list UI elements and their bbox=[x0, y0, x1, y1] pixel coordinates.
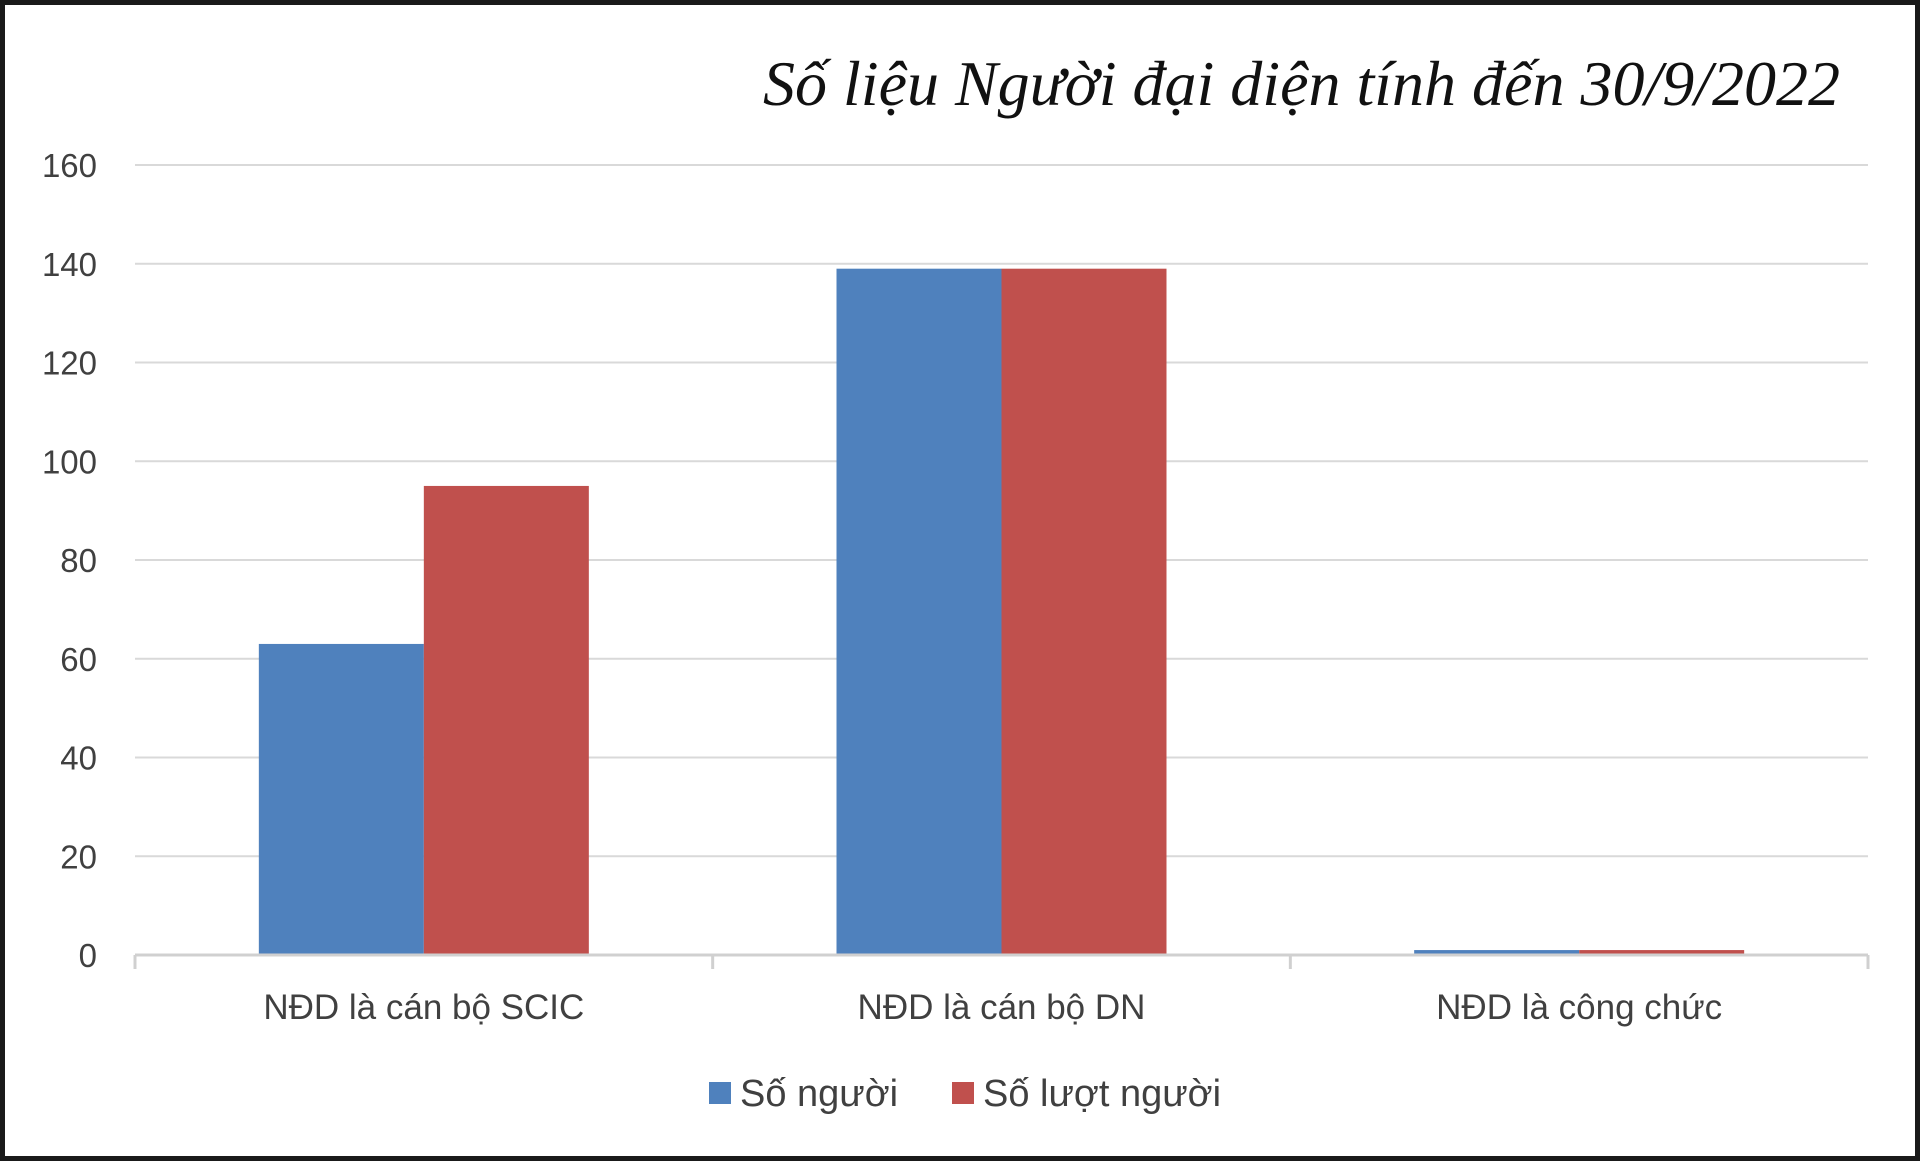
y-tick-label: 160 bbox=[42, 147, 97, 184]
bar-so-nguoi-2 bbox=[1414, 950, 1580, 955]
x-axis bbox=[133, 953, 1870, 969]
bar-so-luot-nguoi-1 bbox=[1001, 268, 1167, 955]
y-tick-label: 100 bbox=[42, 443, 97, 480]
bar-chart: Số liệu Người đại diện tính đến 30/9/202… bbox=[42, 48, 1870, 1115]
bar-so-nguoi-0 bbox=[258, 643, 424, 955]
bar-so-luot-nguoi-2 bbox=[1579, 950, 1745, 955]
x-tick-label: NĐD là cán bộ SCIC bbox=[263, 988, 584, 1027]
y-tick-label: 20 bbox=[60, 838, 97, 875]
y-tick-label: 120 bbox=[42, 345, 97, 382]
bar-so-nguoi-1 bbox=[836, 268, 1002, 955]
y-tick-label: 0 bbox=[79, 937, 97, 974]
x-tick-label: NĐD là cán bộ DN bbox=[858, 988, 1146, 1027]
legend-label: Số lượt người bbox=[983, 1073, 1221, 1115]
y-tick-label: 60 bbox=[60, 641, 97, 678]
bar-so-luot-nguoi-0 bbox=[423, 485, 589, 955]
y-tick-label: 80 bbox=[60, 542, 97, 579]
legend: Số người Số lượt người bbox=[709, 1073, 1221, 1115]
legend-swatch bbox=[952, 1082, 974, 1104]
legend-swatch bbox=[709, 1082, 731, 1104]
chart-title: Số liệu Người đại diện tính đến 30/9/202… bbox=[763, 48, 1840, 119]
x-tick-label: NĐD là công chức bbox=[1436, 988, 1722, 1027]
x-axis-ticks: NĐD là cán bộ SCIC NĐD là cán bộ DN NĐD là… bbox=[263, 988, 1722, 1027]
y-tick-label: 40 bbox=[60, 740, 97, 777]
legend-label: Số người bbox=[740, 1073, 898, 1115]
y-tick-label: 140 bbox=[42, 246, 97, 283]
bars bbox=[258, 268, 1745, 955]
y-axis-ticks: 0 20 40 60 80 100 120 140 160 bbox=[42, 147, 97, 974]
